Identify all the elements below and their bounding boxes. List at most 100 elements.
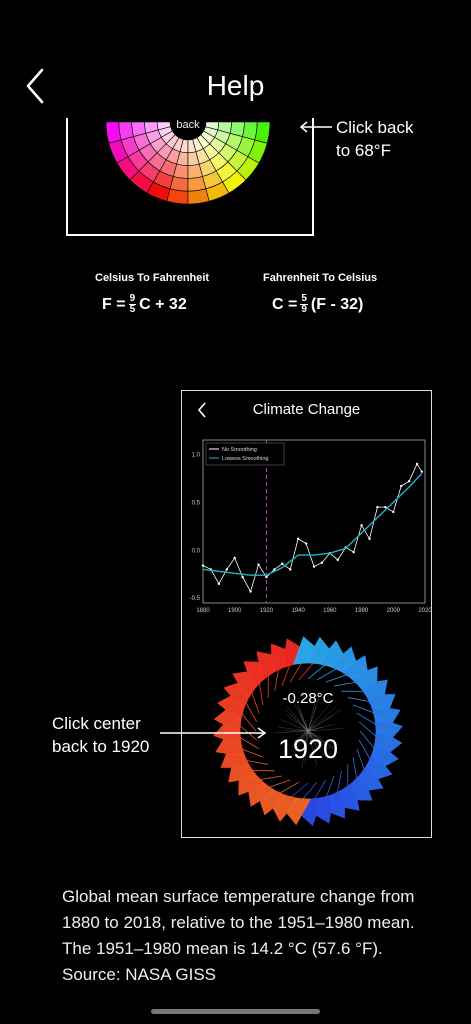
callout-line: to 68°F (336, 139, 413, 162)
data-point (352, 551, 354, 553)
y-tick-label: 0.0 (192, 548, 201, 554)
x-tick-label: 1940 (291, 608, 305, 614)
arrow-right-icon (158, 726, 268, 740)
ring-petal (371, 705, 401, 723)
page-title: Help (0, 70, 471, 102)
wheel-segment (167, 189, 188, 204)
data-point (305, 542, 307, 544)
ring-spoke (252, 693, 259, 714)
ring-spoke (303, 782, 317, 799)
ring-spoke (326, 776, 334, 796)
data-point (368, 538, 370, 540)
x-tick-label: 1920 (260, 608, 274, 614)
data-point (218, 583, 220, 585)
ring-spoke (270, 780, 291, 787)
ring-spoke (359, 722, 376, 736)
formula-rhs: C + 32 (139, 296, 187, 314)
data-point (234, 557, 236, 559)
data-point (408, 480, 410, 482)
caption-line: The 1951–1980 mean is 14.2 °C (57.6 °F). (62, 936, 462, 962)
callout-line: back to 1920 (52, 735, 149, 758)
caption-line: 1880 to 2018, relative to the 1951–1980 … (62, 910, 462, 936)
y-tick-label: -0.5 (190, 596, 201, 602)
wheel-segment (170, 176, 188, 191)
arrow-left-icon (298, 120, 334, 134)
x-tick-label: 2000 (387, 608, 401, 614)
x-tick-label: 1980 (355, 608, 369, 614)
c2f-formula: F = 9 5 C + 32 (102, 294, 187, 315)
data-point (202, 564, 204, 566)
x-tick-label: 2020 (418, 608, 432, 614)
ring-spoke (246, 703, 257, 722)
legend-label: No Smoothing (222, 447, 257, 453)
data-point (249, 590, 251, 592)
click-back-68-callout: Click back to 68°F (336, 116, 413, 162)
data-point (226, 568, 228, 570)
data-point (265, 576, 267, 578)
data-point (360, 524, 362, 526)
ring-center-texture (291, 714, 308, 731)
f2c-formula: C = 5 9 (F - 32) (272, 294, 363, 315)
data-point (392, 511, 394, 513)
ring-spoke (326, 675, 347, 682)
formula-fraction: 9 5 (129, 294, 137, 315)
formula-rhs: (F - 32) (311, 296, 363, 314)
temperature-chart: 1.0 0.5 0.0 -0.5 1880 1900 1920 1940 1960 1980 200… (181, 436, 432, 616)
ring-spoke (260, 776, 282, 780)
ring-center-texture (308, 716, 333, 731)
y-tick-label: 1.0 (192, 452, 201, 458)
color-wheel-image (104, 118, 272, 210)
formula-fraction: 5 9 (300, 294, 308, 315)
f2c-label: Fahrenheit To Celsius (263, 272, 377, 284)
data-point (313, 565, 315, 567)
data-point (297, 538, 299, 540)
ring-temperature: -0.28°C (260, 690, 356, 707)
data-point (281, 562, 283, 564)
ring-spoke (337, 771, 341, 792)
fraction-denominator: 5 (130, 305, 136, 315)
click-center-callout: Click center back to 1920 (52, 712, 149, 758)
legend: No Smoothing Lowess Smoothing (206, 443, 284, 465)
caption-line: Source: NASA GISS (62, 962, 462, 988)
legend-label: Lowess Smoothing (222, 456, 268, 462)
wheel-segment (242, 122, 257, 140)
x-tick-label: 1960 (323, 608, 337, 614)
x-tick-label: 1900 (228, 608, 242, 614)
wheel-segment (106, 122, 121, 143)
caption-line: Global mean surface temperature change f… (62, 884, 462, 910)
x-tick-label: 1880 (196, 608, 210, 614)
data-point (337, 559, 339, 561)
y-tick-label: 0.5 (192, 500, 201, 506)
callout-line: Click center (52, 712, 149, 735)
phone-title: Climate Change (181, 401, 432, 418)
data-point (416, 463, 418, 465)
data-point (241, 576, 243, 578)
data-point (421, 470, 423, 472)
ring-spoke (282, 666, 290, 686)
caption-text: Global mean surface temperature change f… (62, 884, 462, 988)
c2f-label: Celsius To Fahrenheit (95, 272, 209, 284)
formula-lhs: C = (272, 296, 297, 314)
data-point (289, 568, 291, 570)
ring-spoke (299, 663, 313, 680)
ring-year: 1920 (255, 734, 361, 765)
ring-spoke (317, 669, 336, 680)
data-point (257, 563, 259, 565)
formula-lhs: F = (102, 296, 126, 314)
wheel-segment (255, 122, 270, 143)
ring-spoke (353, 705, 373, 713)
fraction-denominator: 9 (301, 305, 307, 315)
callout-line: Click back (336, 116, 413, 139)
wheel-back-label: back (168, 119, 208, 131)
data-point (376, 506, 378, 508)
home-indicator[interactable] (151, 1009, 320, 1014)
ring-spoke (275, 670, 279, 691)
wheel-segment (188, 189, 209, 204)
ring-spoke (280, 782, 299, 793)
series-raw-line (203, 464, 422, 592)
data-point (400, 485, 402, 487)
ring-spoke (334, 682, 356, 686)
data-point (384, 506, 386, 508)
data-point (321, 562, 323, 564)
ring-center-texture (274, 731, 308, 733)
